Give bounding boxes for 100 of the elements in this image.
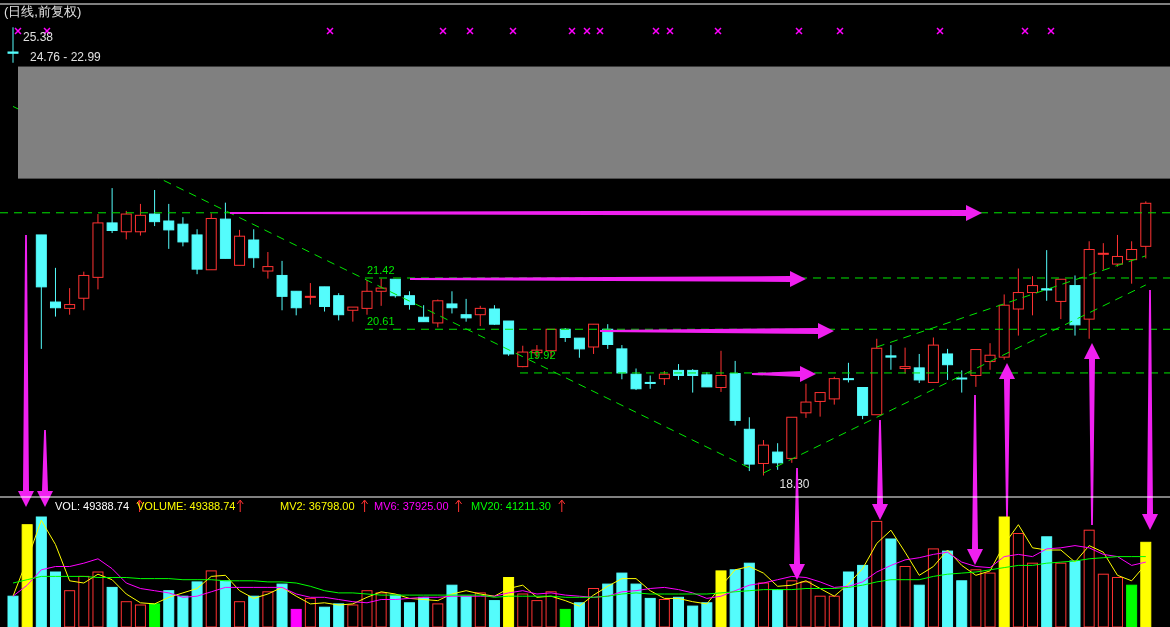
text: MV6: 37925.00: [374, 500, 449, 512]
bar: [545, 591, 557, 627]
candlestick: [333, 292, 345, 321]
bar: [1012, 533, 1024, 627]
bar: [1097, 573, 1109, 627]
candlestick: [899, 347, 911, 375]
candlestick: [177, 216, 189, 247]
ref-line-label: 20.61: [367, 315, 395, 328]
bar: [1111, 577, 1123, 627]
bar: [418, 596, 430, 627]
candlestick: [1012, 267, 1024, 337]
bar: [857, 564, 869, 627]
bar: [814, 595, 826, 627]
bar: [333, 603, 345, 627]
candlestick: [842, 362, 854, 383]
bar: [403, 602, 415, 627]
candlestick: [134, 203, 146, 237]
candlestick: [446, 290, 458, 314]
candlestick: [304, 282, 316, 306]
ref-line-label: 21.42: [367, 263, 395, 276]
bar: [347, 604, 359, 627]
bar: [149, 603, 161, 627]
bar: [276, 583, 288, 627]
candlestick: [488, 304, 500, 326]
bar: [1083, 529, 1095, 627]
candlestick: [644, 374, 656, 390]
candlestick: [1111, 234, 1123, 268]
bar: [106, 586, 118, 627]
bar: [262, 591, 274, 627]
candlestick: [814, 392, 826, 418]
bar: [290, 608, 302, 627]
candlestick: [573, 337, 585, 359]
bar: [1055, 562, 1067, 627]
bar: [1069, 560, 1081, 627]
candlestick: [78, 271, 90, 311]
bar: [488, 600, 500, 627]
bar: [701, 602, 713, 627]
candlestick: [460, 298, 472, 323]
bar: [35, 516, 47, 627]
bar: [913, 584, 925, 627]
bar: [1041, 536, 1053, 627]
candlestick: [319, 286, 331, 313]
bar: [205, 570, 217, 627]
candlestick: [588, 323, 600, 355]
candlestick: [474, 305, 486, 327]
bar: [658, 599, 670, 627]
bar: [956, 580, 968, 627]
bar: [163, 590, 175, 627]
bar: [800, 581, 812, 627]
bar: [304, 597, 316, 627]
candlestick: [772, 442, 784, 471]
bar: [984, 572, 996, 627]
annotation: 25.38: [23, 30, 54, 45]
bar: [219, 580, 231, 627]
bar: [899, 566, 911, 627]
candlestick: [800, 383, 812, 419]
bar: [772, 589, 784, 627]
bar: [248, 595, 260, 627]
bar: [446, 584, 458, 627]
candlestick: [120, 210, 132, 240]
candlestick: [942, 348, 954, 381]
candlestick: [248, 228, 260, 269]
candlestick: [984, 342, 996, 371]
candlestick: [49, 267, 61, 318]
bar: [828, 595, 840, 627]
candlestick: [163, 203, 175, 250]
bar: [134, 604, 146, 627]
bar: [942, 550, 954, 627]
candlestick: [375, 278, 387, 307]
bar: [177, 595, 189, 627]
bar: [687, 605, 699, 627]
bar: [630, 583, 642, 627]
bar: [531, 600, 543, 627]
ref-line-label: 19.92: [528, 348, 556, 361]
candlestick: [361, 279, 373, 316]
bar: [191, 581, 203, 627]
bar: [120, 601, 132, 627]
bar: [673, 596, 685, 627]
bar: [234, 601, 246, 627]
band-label: 24.76 - 22.99: [30, 49, 102, 64]
bar: [573, 602, 585, 627]
bar: [1126, 584, 1138, 627]
bar: [460, 595, 472, 627]
candlestick: [1055, 278, 1067, 320]
text: MV20: 41211.30: [471, 500, 551, 512]
text: MV2: 36798.00: [280, 500, 355, 512]
text: VOL: 49388.74: [55, 500, 130, 512]
candlestick: [64, 287, 76, 316]
candlestick: [885, 344, 897, 371]
bar: [92, 571, 104, 627]
bar: [7, 595, 19, 627]
candlestick: [432, 299, 444, 328]
bar: [970, 569, 982, 627]
bar: [743, 562, 755, 627]
bar: [729, 569, 741, 627]
candlestick: [1126, 240, 1138, 285]
candlestick: [262, 251, 274, 280]
candlestick: [1027, 275, 1039, 316]
bar: [389, 594, 401, 627]
candlestick: [956, 369, 968, 394]
